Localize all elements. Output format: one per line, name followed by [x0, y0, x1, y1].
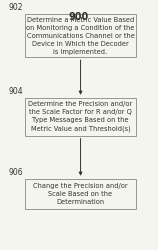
Text: Determine the Precision and/or
the Scale Factor for R and/or Q
Type Messages Bas: Determine the Precision and/or the Scale… — [28, 102, 133, 132]
Text: Change the Precision and/or
Scale Based on the
Determination: Change the Precision and/or Scale Based … — [33, 183, 128, 205]
Text: 900: 900 — [69, 12, 89, 22]
Text: 902: 902 — [9, 3, 23, 12]
Text: 906: 906 — [9, 168, 23, 177]
FancyBboxPatch shape — [25, 14, 136, 57]
FancyBboxPatch shape — [25, 179, 136, 209]
Text: Determine a Metric Value Based
on Monitoring a Condition of the
Communications C: Determine a Metric Value Based on Monito… — [26, 17, 135, 55]
FancyBboxPatch shape — [25, 98, 136, 136]
Text: 904: 904 — [9, 87, 23, 96]
